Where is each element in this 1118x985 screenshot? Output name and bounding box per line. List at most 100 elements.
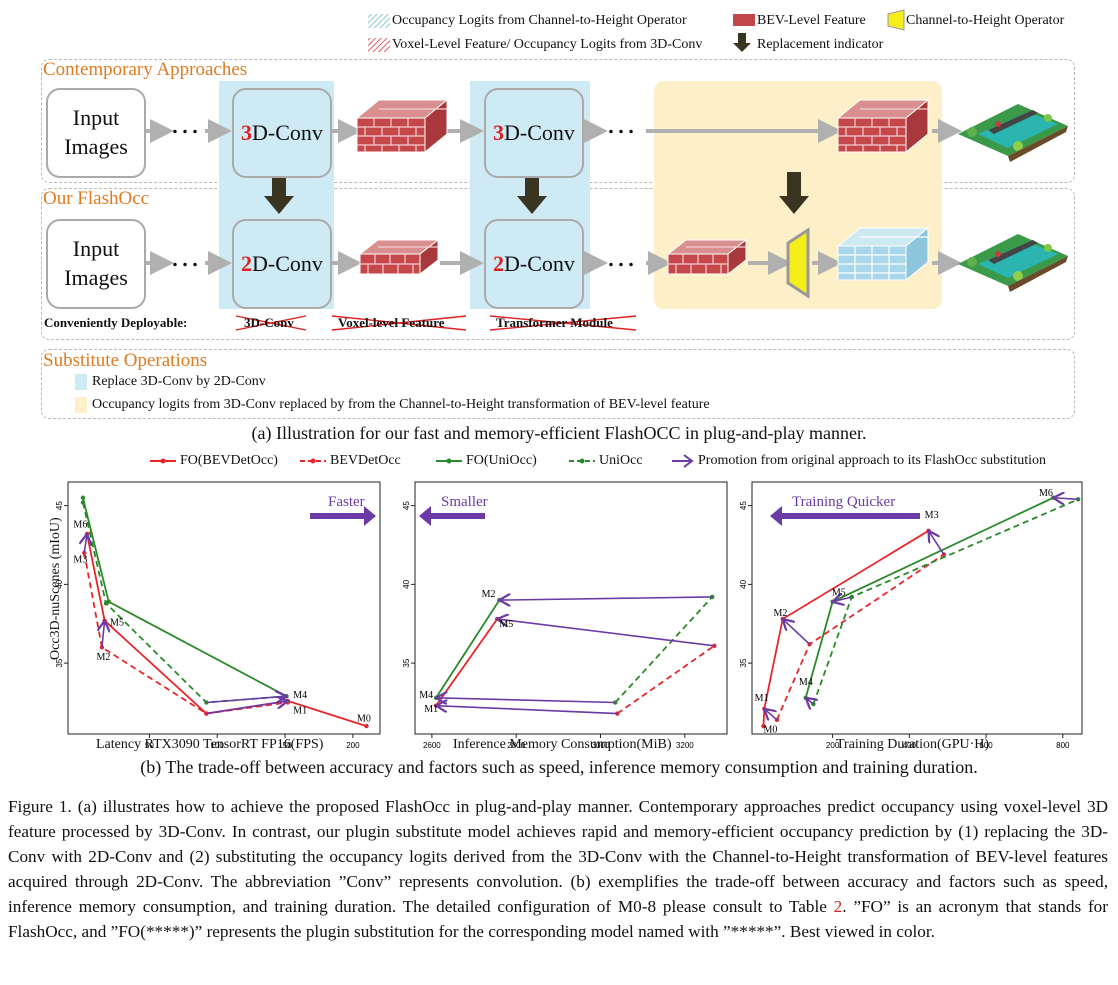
chart2-series-1: [435, 618, 498, 707]
chart3-model-label: M4: [799, 677, 813, 688]
chart3-point: [1075, 497, 1081, 502]
legend-uniocc-icon: [569, 458, 595, 464]
replacement-arrow-2: [517, 172, 547, 214]
chart3-model-label: M6: [1039, 488, 1053, 499]
chart3-xtick-label: 800: [1056, 741, 1070, 750]
chart2-series-2: [616, 645, 715, 715]
chart3-banner-arrow: [782, 513, 920, 519]
substitute-section: [41, 349, 1075, 419]
cross-marks: [235, 315, 637, 331]
chart3-promotion-arrow: [764, 709, 778, 720]
bev-feature-swatch: [733, 14, 755, 26]
chart2-frame: [414, 481, 728, 735]
chart2-banner-head: [419, 506, 431, 526]
chart1-series-4: [82, 502, 287, 704]
conv2d-box-1: 2 D-Conv: [232, 219, 332, 309]
chart3-banner-head: [770, 506, 782, 526]
conv2d-box-2: 2 D-Conv: [484, 219, 584, 309]
chart3-point: [761, 723, 766, 729]
legend-fo-bevdet: FO(BEVDetOcc): [180, 453, 278, 468]
chart3-ytick-label: 35: [739, 658, 748, 667]
crossed-transformer: Transformer Module: [496, 315, 613, 330]
substitute-swatch-blue: [75, 374, 87, 390]
voxel-feature-block-2: [837, 99, 929, 153]
chart2-xtick-label: 3200: [676, 741, 694, 750]
top-legend-icons: [368, 9, 905, 52]
replacement-arrow-1: [264, 172, 294, 214]
chart1-model-label: M1: [293, 706, 307, 717]
legend-fo-uniocc: FO(UniOcc): [466, 453, 537, 468]
conv3d-box-2: 3 D-Conv: [484, 88, 584, 178]
chart1-frame: [67, 481, 381, 735]
caption-b: (b) The trade-off between accuracy and f…: [140, 757, 978, 777]
chart3-promotion-arrow: [929, 531, 945, 555]
replacement-indicator-icon: [733, 33, 751, 52]
legend-bevdet: BEVDetOcc: [330, 453, 401, 468]
chart1-ytick-label: 45: [55, 501, 64, 510]
legend-voxel-feature: Voxel-Level Feature/ Occupancy Logits fr…: [392, 37, 703, 52]
chart3-xlabel: Training Duration(GPU·H): [836, 737, 990, 752]
chart1-promotion-arrow: [102, 621, 105, 648]
chart2-ytick-label: 45: [402, 501, 411, 510]
chart3-ytick-label: 45: [739, 501, 748, 510]
crossed-voxel-feature: Voxel-level Feature: [338, 315, 445, 330]
legend-replacement: Replacement indicator: [757, 37, 884, 52]
chart3-frame: [751, 481, 1083, 735]
chart1-xtick-label: 100: [211, 741, 225, 750]
chart3-model-label: M2: [773, 608, 787, 619]
chart1-promotion-arrow: [84, 534, 87, 553]
chart1-series-3: [82, 497, 287, 697]
chart1-point: [80, 500, 86, 505]
input-images-box-1: Input Images: [46, 88, 146, 178]
chart1-promotion-arrow: [206, 701, 287, 715]
legend-c2h-operator: Channel-to-Height Operator: [906, 13, 1065, 28]
substitute-item-1: Replace 3D-Conv by 2D-Conv: [92, 374, 266, 389]
occupancy-scene-1: [958, 104, 1068, 162]
substitute-swatch-yellow: [75, 397, 87, 413]
chart1-xtick-label: 150: [278, 741, 292, 750]
ellipsis-3: …: [170, 240, 202, 273]
chart2-banner-text: Smaller: [441, 494, 488, 510]
legend-bev-feature: BEV-Level Feature: [757, 13, 866, 28]
ellipsis-1: …: [170, 107, 202, 140]
chart3-promotion-arrow: [783, 619, 811, 645]
legend-occ-c2h: Occupancy Logits from Channel-to-Height …: [392, 13, 687, 28]
voxel-feature-swatch: [368, 38, 390, 52]
chart1-model-label: M2: [96, 652, 110, 663]
chart3-model-label: M3: [925, 510, 939, 521]
bev-feature-block-2: [667, 239, 747, 275]
substitute-title: Substitute Operations: [43, 350, 208, 371]
chart3-series-1: [762, 530, 929, 727]
chart1-point: [103, 601, 109, 606]
bev-feature-block-1: [359, 239, 439, 275]
legend-fo-uniocc-icon: [436, 458, 462, 464]
chart1-model-label: M5: [110, 617, 124, 628]
chart2-ytick-label: 40: [402, 579, 411, 588]
chart2-point: [615, 711, 620, 716]
contemporary-title: Contemporary Approaches: [43, 59, 248, 80]
occ-logits-block: [837, 227, 929, 281]
chart2-point: [710, 594, 715, 600]
chart1-xtick-label: 50: [145, 741, 154, 750]
chart2-promotion-arrow: [497, 619, 715, 647]
chart2-xtick-label: 2800: [507, 741, 525, 750]
chart3-xtick-label: 200: [826, 741, 840, 750]
chart1-point: [80, 495, 86, 500]
substitute-item-2: Occupancy logits from 3D-Conv replaced b…: [92, 397, 710, 412]
voxel-feature-block-1: [356, 99, 448, 153]
chart2-model-label: M4: [419, 690, 433, 701]
chart2-model-label: M1: [424, 704, 438, 715]
chart1-promotion-arrow: [206, 696, 286, 702]
chart2-promotion-arrow: [499, 597, 713, 600]
chart1-xtick-label: 200: [346, 741, 360, 750]
chart3-ytick-label: 40: [739, 579, 748, 588]
chart1-banner-arrow: [310, 513, 364, 519]
chart1-model-label: M0: [357, 713, 371, 724]
chart3-xtick-label: 400: [903, 741, 917, 750]
chart2-xlabel: Inference Memory Consumption(MiB): [453, 737, 672, 752]
table-ref-link[interactable]: 2: [833, 897, 843, 916]
crossed-3dconv: 3D-Conv: [244, 315, 294, 330]
chart2-promotion-arrow: [436, 698, 616, 703]
legend-fo-bevdet-icon: [150, 458, 176, 464]
chart1-ytick-label: 35: [55, 658, 64, 667]
